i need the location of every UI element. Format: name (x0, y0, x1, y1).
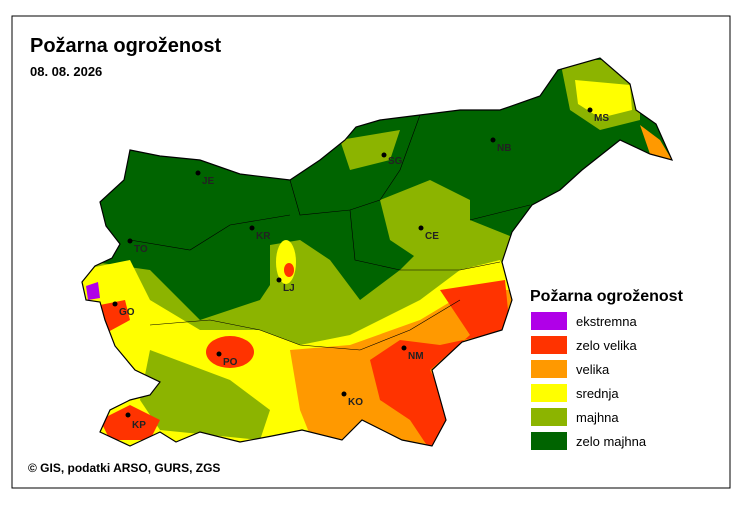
city-label: JE (202, 176, 215, 187)
legend-swatch (531, 312, 567, 330)
legend-swatch (531, 360, 567, 378)
legend-swatch (531, 408, 567, 426)
city-label: KR (256, 231, 271, 242)
legend-label: zelo velika (576, 338, 637, 353)
legend-label: zelo majhna (576, 434, 647, 449)
legend-title: Požarna ogroženost (530, 288, 684, 305)
legend-label: srednja (576, 386, 619, 401)
legend-swatch (531, 432, 567, 450)
city-label: LJ (283, 283, 295, 294)
city-label: NM (408, 351, 424, 362)
region-borders (129, 114, 531, 351)
legend-label: velika (576, 362, 610, 377)
title: Požarna ogroženost (30, 35, 221, 57)
legend-label: ekstremna (576, 314, 637, 329)
legend-swatch (531, 384, 567, 402)
legend-label: majhna (576, 410, 619, 425)
city-label: KO (348, 397, 363, 408)
city-label: GO (119, 307, 135, 318)
city-label: KP (132, 420, 146, 431)
city-label: TO (134, 244, 148, 255)
city-label: SG (388, 156, 403, 167)
city-label: MS (594, 113, 609, 124)
legend-swatch (531, 336, 567, 354)
legend: ekstremna zelo velika velika srednja majhna z… (531, 312, 647, 450)
date: 08. 08. 2026 (30, 64, 102, 79)
credit: © GIS, podatki ARSO, GURS, ZGS (28, 461, 220, 475)
city-label: NB (497, 143, 511, 154)
city-markers: MS NB SG JE KR CE TO LJ GO NM PO KO KP (112, 107, 609, 431)
city-label: PO (223, 357, 238, 368)
city-label: CE (425, 231, 439, 242)
